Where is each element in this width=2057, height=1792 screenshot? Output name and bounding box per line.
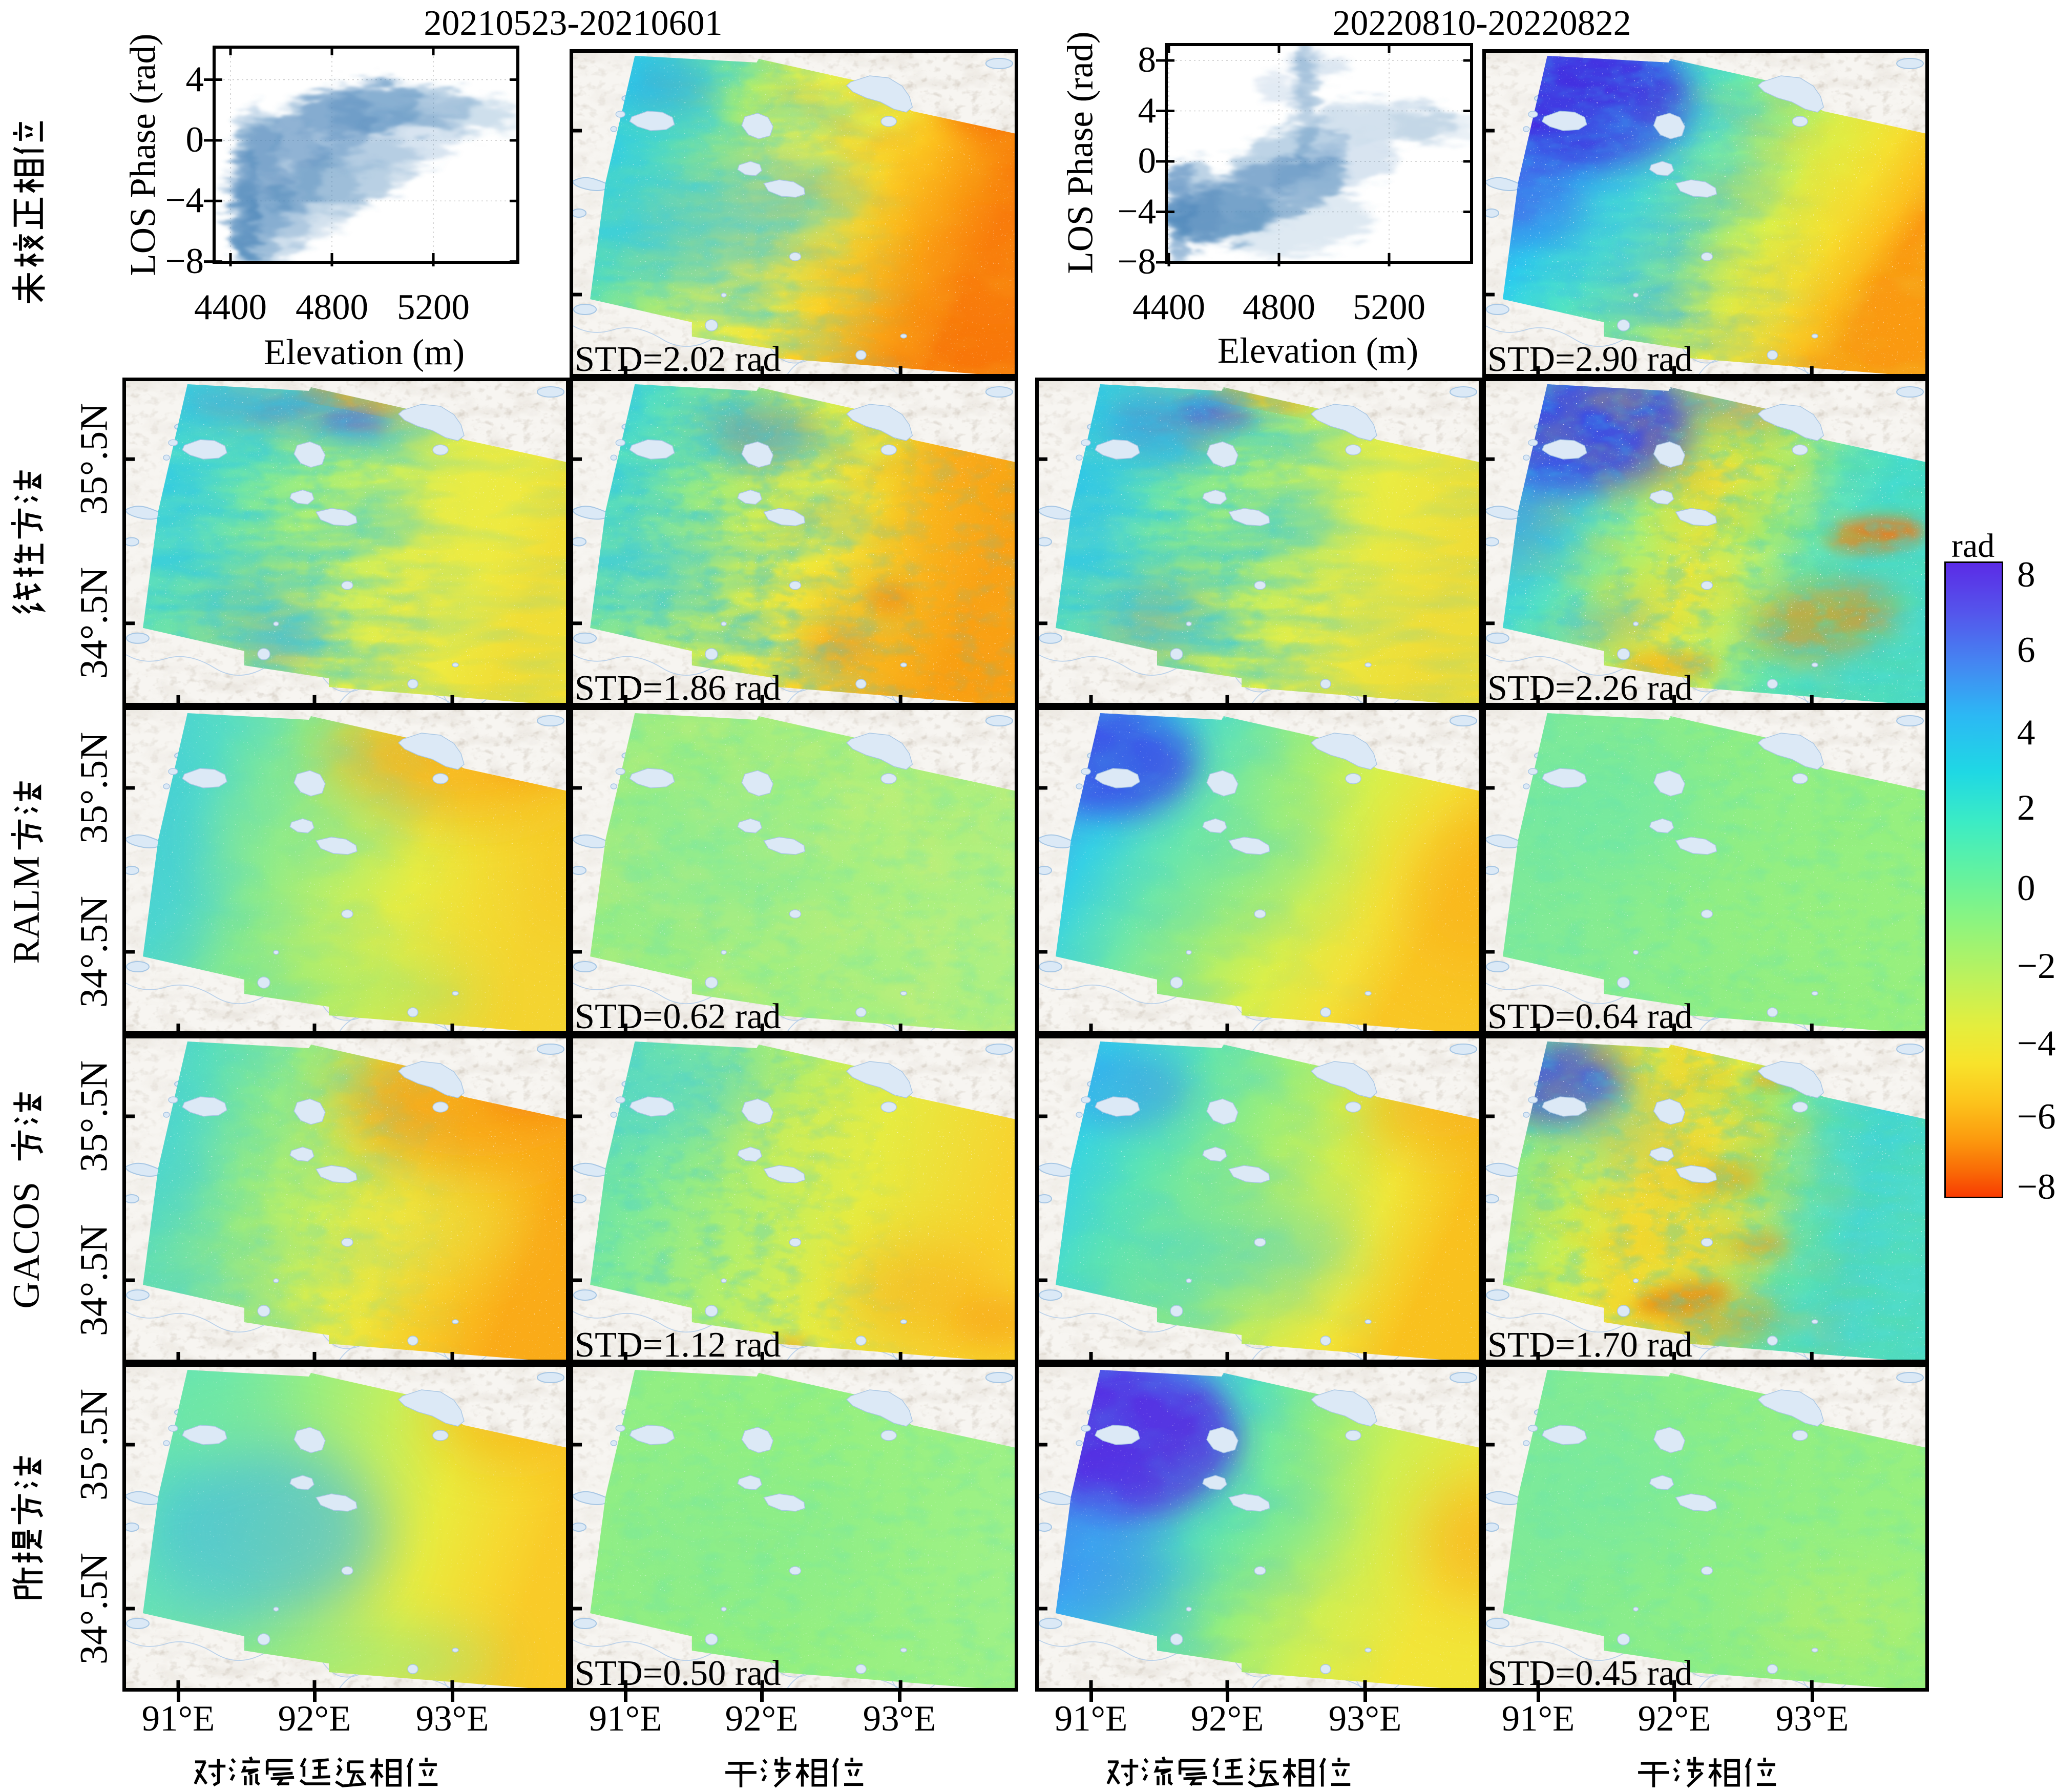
svg-text:STD=0.45 rad: STD=0.45 rad — [1487, 1654, 1693, 1692]
svg-text:GACOS: GACOS — [9, 1182, 47, 1308]
svg-text:RALM: RALM — [9, 856, 47, 964]
svg-text:STD=0.50 rad: STD=0.50 rad — [575, 1654, 781, 1692]
svg-text:STD=0.62 rad: STD=0.62 rad — [575, 997, 781, 1035]
svg-text:STD=1.12 rad: STD=1.12 rad — [575, 1325, 781, 1363]
svg-text:STD=2.90 rad: STD=2.90 rad — [1487, 340, 1693, 378]
svg-text:STD=2.26 rad: STD=2.26 rad — [1487, 669, 1693, 706]
svg-text:STD=0.64 rad: STD=0.64 rad — [1487, 997, 1693, 1035]
svg-text:STD=1.70 rad: STD=1.70 rad — [1487, 1325, 1693, 1363]
svg-text:STD=1.86 rad: STD=1.86 rad — [575, 668, 781, 706]
svg-text:STD=2.02 rad: STD=2.02 rad — [575, 340, 781, 378]
